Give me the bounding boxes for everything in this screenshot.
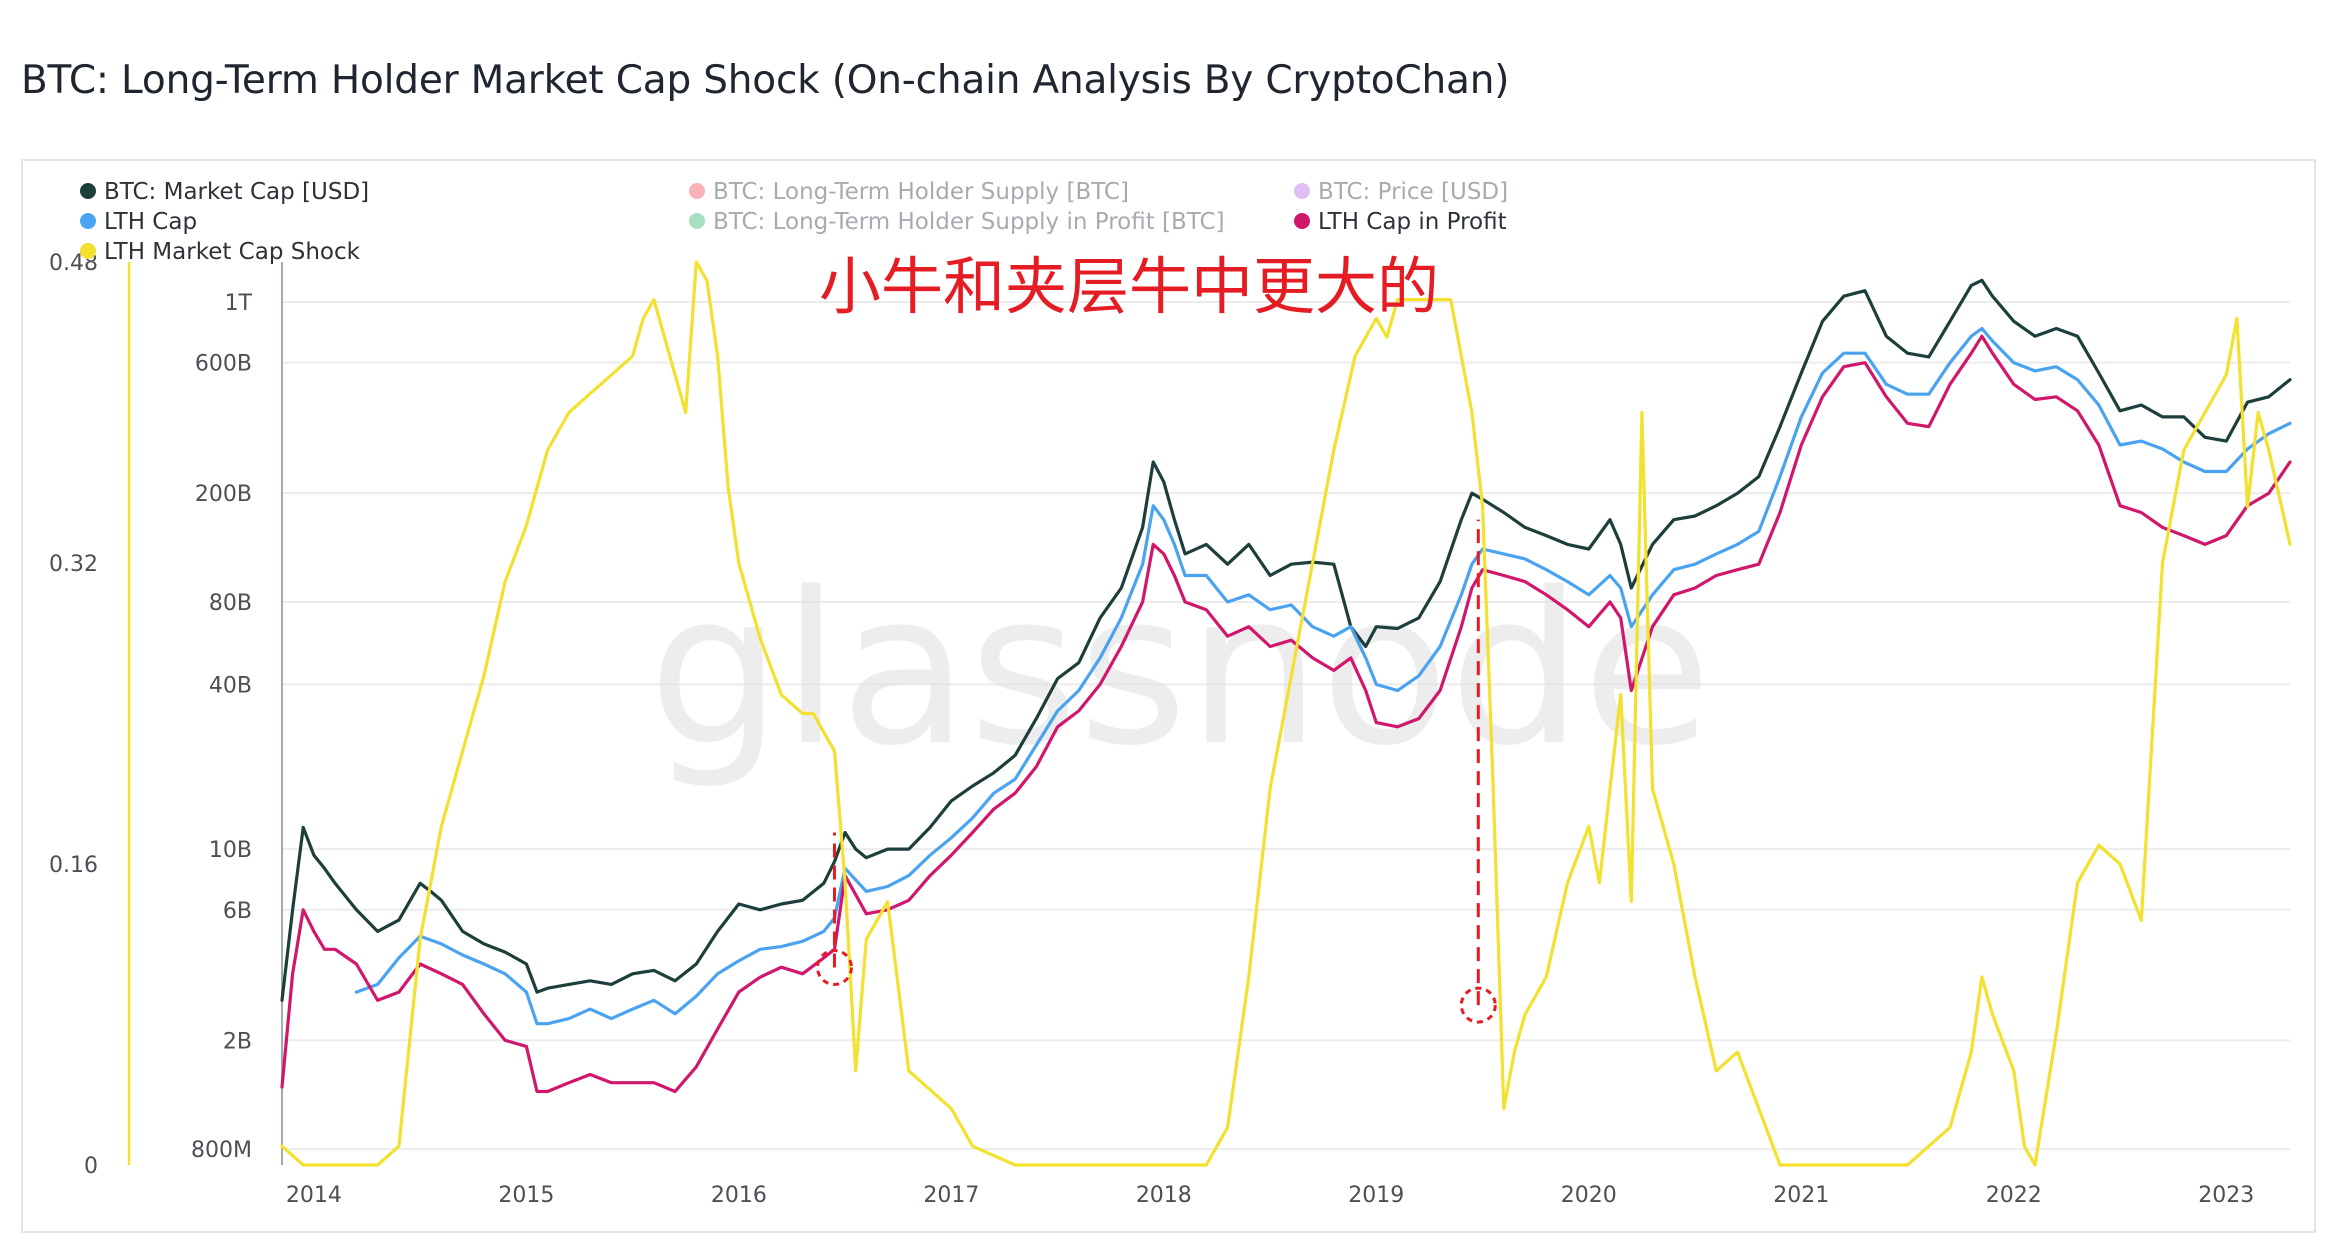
chart-frame <box>21 159 2316 1233</box>
series-layer <box>280 260 2292 1167</box>
y-right-tick-label: 0.32 <box>49 552 98 577</box>
y-left-tick-label: 800M <box>191 1138 252 1163</box>
y-right-tick-label: 0 <box>84 1154 98 1179</box>
x-tick-label: 2017 <box>923 1183 979 1208</box>
legend-swatch <box>689 213 705 229</box>
x-tick-label: 2021 <box>1773 1183 1829 1208</box>
y-left-tick-label: 6B <box>223 899 252 924</box>
y-left-tick-label: 600B <box>195 352 252 377</box>
y-left-tick-label: 1T <box>225 291 253 316</box>
annotation-text: 小牛和夹层牛中更大的 <box>819 250 1439 323</box>
y-left-tick-label: 40B <box>209 673 252 698</box>
x-tick-label: 2015 <box>498 1183 554 1208</box>
series-line-lth-cap-in-profit <box>280 334 2292 1094</box>
legend-label: BTC: Long-Term Holder Supply [BTC] <box>713 179 1129 205</box>
legend-swatch <box>80 183 96 199</box>
legend-label: LTH Cap in Profit <box>1318 209 1507 235</box>
annotation-layer <box>815 519 1497 1024</box>
legend-swatch <box>1294 213 1310 229</box>
y-right-tick-label: 0.16 <box>49 853 98 878</box>
legend-swatch <box>80 243 96 259</box>
legend-label: LTH Market Cap Shock <box>104 239 361 265</box>
watermark: glassnode <box>648 547 1711 792</box>
x-tick-label: 2023 <box>2198 1183 2254 1208</box>
legend-label: BTC: Price [USD] <box>1318 179 1508 205</box>
legend-label: LTH Cap <box>104 209 197 235</box>
x-tick-label: 2016 <box>711 1183 767 1208</box>
x-tick-label: 2022 <box>1986 1183 2042 1208</box>
x-tick-label: 2020 <box>1561 1183 1617 1208</box>
x-tick-label: 2019 <box>1348 1183 1404 1208</box>
x-tick-label: 2014 <box>286 1183 342 1208</box>
legend-swatch <box>80 213 96 229</box>
y-left-tick-label: 200B <box>195 482 252 507</box>
annotation-dashed-circle <box>1459 986 1497 1024</box>
gridlines <box>282 300 2290 1151</box>
series-line-lth-cap <box>354 326 2292 1026</box>
series-line-lth-market-cap-shock <box>280 260 2292 1167</box>
legend-label: BTC: Long-Term Holder Supply in Profit [… <box>713 209 1225 235</box>
legend-swatch <box>689 183 705 199</box>
page-title: BTC: Long-Term Holder Market Cap Shock (… <box>21 58 1510 103</box>
series-line-btc-market-cap-usd <box>280 278 2292 1002</box>
ticks-layer: 1T600B200B80B40B10B6B2B800M0.480.320.160… <box>49 251 2254 1208</box>
y-left-tick-label: 2B <box>223 1029 252 1054</box>
y-left-tick-label: 10B <box>209 838 252 863</box>
legend-swatch <box>1294 183 1310 199</box>
x-tick-label: 2018 <box>1136 1183 1192 1208</box>
legend-label: BTC: Market Cap [USD] <box>104 179 369 205</box>
annotation-dashed-circle <box>815 948 853 986</box>
y-left-tick-label: 80B <box>209 591 252 616</box>
legend: BTC: Market Cap [USD] BTC: Long-Term Hold… <box>80 179 1508 265</box>
